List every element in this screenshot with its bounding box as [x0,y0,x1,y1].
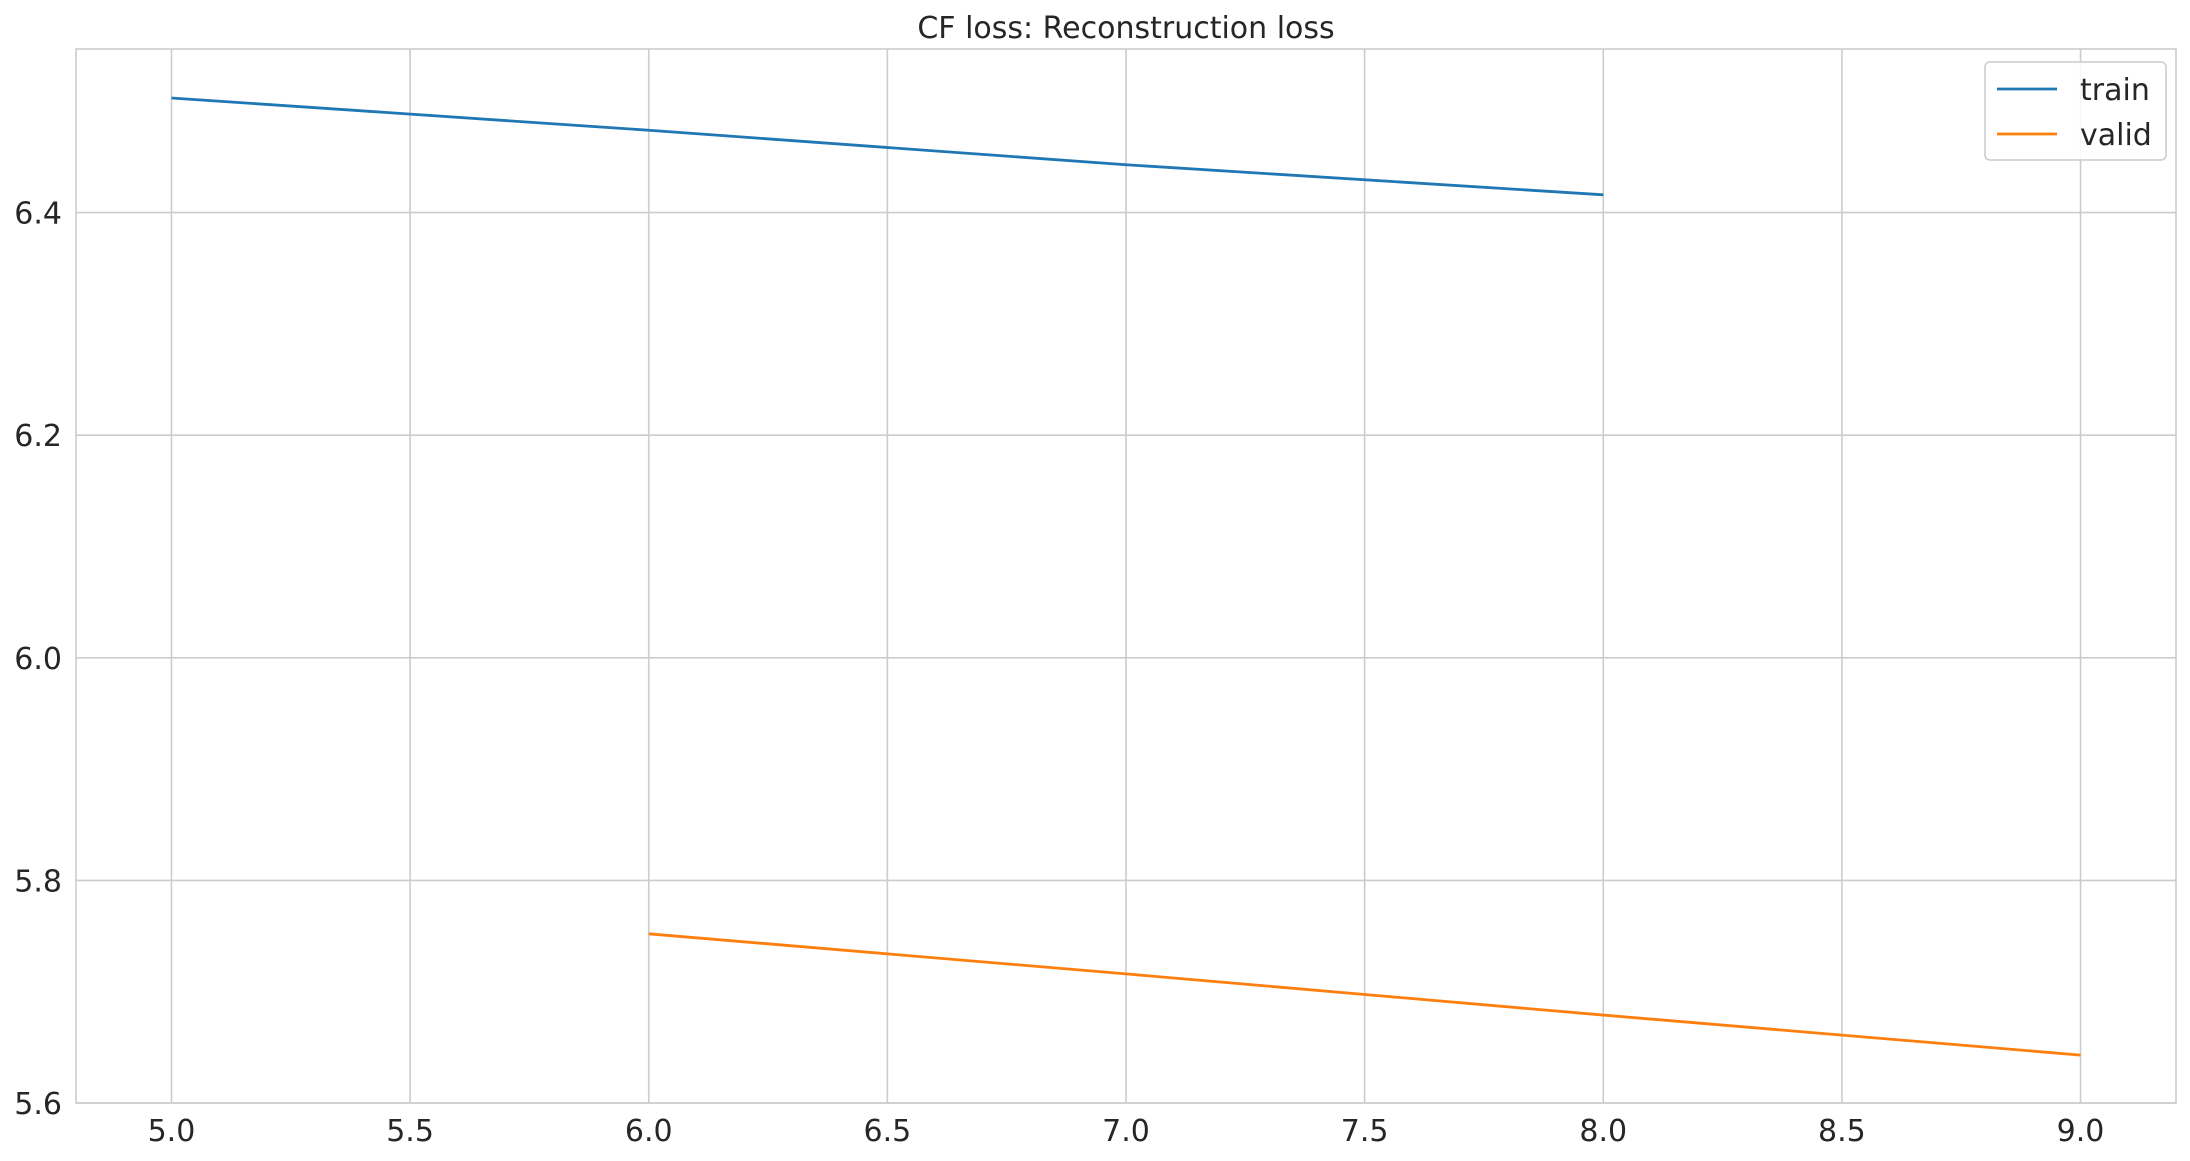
legend-label-valid: valid [2080,118,2152,153]
chart-title: CF loss: Reconstruction loss [917,11,1334,46]
series-lines [171,96,2081,1057]
plot-frame [75,48,2177,1104]
x-tick-label: 6.0 [625,1114,673,1149]
x-tick-label: 7.5 [1341,1114,1389,1149]
legend-box [1984,61,2167,161]
y-tick-label: 6.4 [14,197,62,232]
y-tick-label: 5.6 [14,1087,62,1122]
y-tick-label: 5.8 [14,864,62,899]
series-line-train [171,96,1604,197]
x-tick-label: 8.5 [1818,1114,1866,1149]
x-tick-label: 5.0 [148,1114,196,1149]
x-tick-label: 8.0 [1579,1114,1627,1149]
x-tick-label: 5.5 [386,1114,434,1149]
y-tick-label: 6.0 [14,642,62,677]
legend: train valid [1984,61,2167,161]
x-tick-label: 7.0 [1102,1114,1150,1149]
tick-labels: 5.0 5.5 6.0 6.5 7.0 7.5 8.0 8.5 9.0 5.6 5.8 6.0 6.2 6… [14,197,2104,1149]
series-line-valid [648,932,2081,1057]
y-tick-label: 6.2 [14,419,62,454]
x-tick-label: 6.5 [864,1114,912,1149]
x-tick-label: 9.0 [2057,1114,2105,1149]
legend-label-train: train [2080,73,2150,108]
